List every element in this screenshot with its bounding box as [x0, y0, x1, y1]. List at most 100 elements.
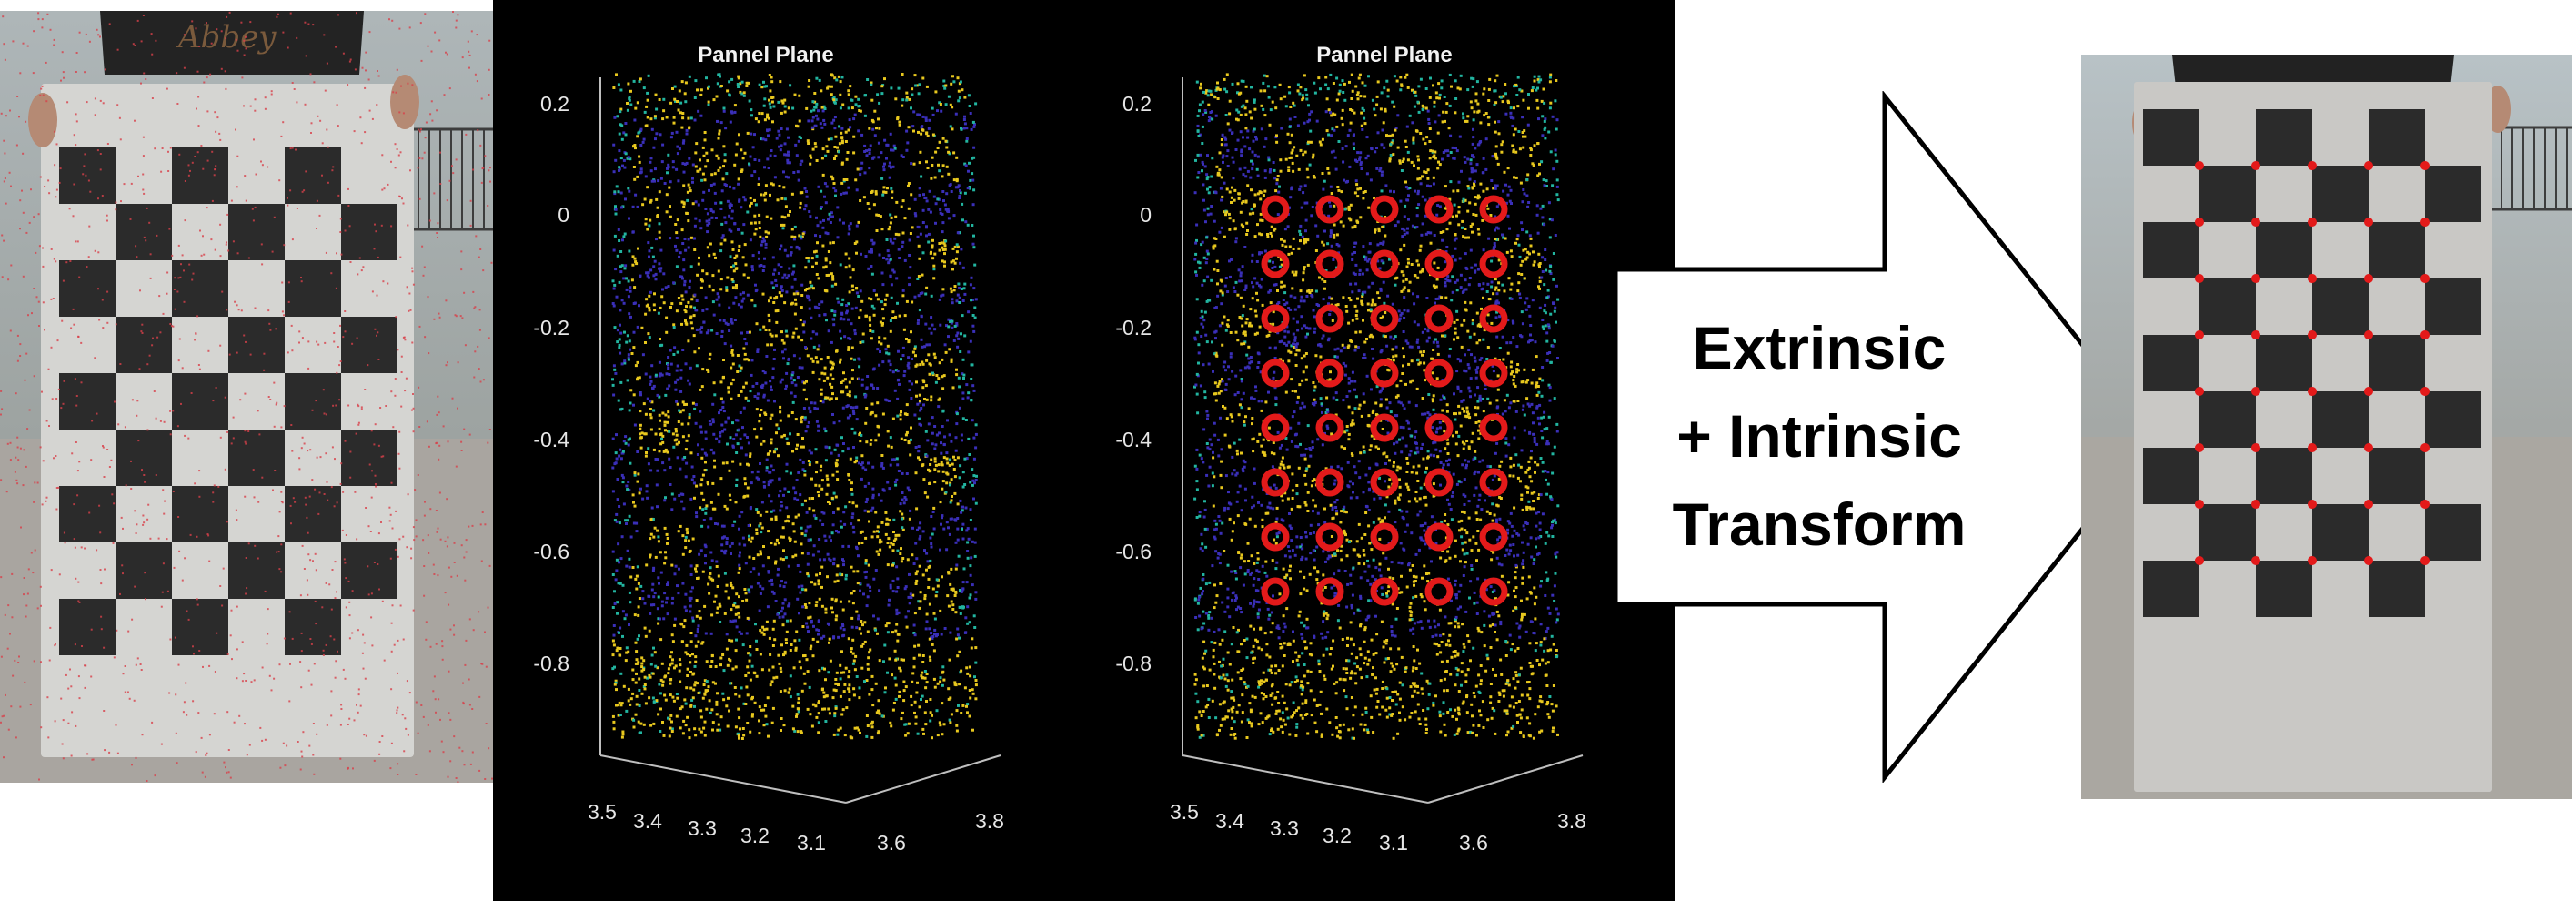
- plot-1-xtick: 3.8: [975, 809, 1004, 833]
- corner-marker: [1424, 304, 1454, 333]
- plot-2-ytick: 0: [1140, 203, 1152, 227]
- corner-marker: [1370, 359, 1399, 388]
- plot-2-xtick: 3.2: [1323, 824, 1352, 847]
- corner-marker: [1315, 413, 1344, 442]
- projected-corner: [2251, 387, 2260, 396]
- corner-marker: [1370, 304, 1399, 333]
- projected-corner: [2364, 218, 2373, 227]
- corner-marker: [1479, 304, 1508, 333]
- corner-marker: [1370, 522, 1399, 552]
- projected-corner: [2420, 500, 2430, 509]
- projected-corner: [2420, 218, 2430, 227]
- projected-corner: [2308, 218, 2317, 227]
- plot-1-xtick: 3.6: [877, 831, 906, 855]
- plot-1-xtick: 3.2: [740, 824, 770, 847]
- projected-corner: [2420, 556, 2430, 565]
- corner-marker: [1261, 468, 1290, 497]
- corner-marker: [1315, 522, 1344, 552]
- plot-2-title: Pannel Plane: [1316, 43, 1452, 67]
- corner-marker: [1370, 577, 1399, 606]
- plot-1-title: Pannel Plane: [698, 43, 833, 67]
- projected-corner: [2308, 161, 2317, 170]
- projected-corner: [2195, 161, 2204, 170]
- corner-marker: [1315, 249, 1344, 278]
- corner-marker: [1424, 577, 1454, 606]
- plot-2-ytick: -0.2: [1115, 316, 1152, 339]
- corner-marker: [1479, 249, 1508, 278]
- projected-corner: [2195, 556, 2204, 565]
- projected-corner: [2364, 443, 2373, 452]
- plot-2-xtick: 3.1: [1379, 831, 1408, 855]
- point-cloud-plot-2: Pannel Plane 0.2 0 -0.2 -0.4 -0.6 -0.8 3…: [1075, 0, 1675, 901]
- corner-marker: [1479, 577, 1508, 606]
- corner-marker: [1315, 195, 1344, 224]
- projected-corner: [2251, 218, 2260, 227]
- plot-1-xtick: 3.1: [797, 831, 826, 855]
- corner-marker: [1370, 195, 1399, 224]
- projected-corner: [2308, 387, 2317, 396]
- corner-marker: [1479, 195, 1508, 224]
- plot-1-ytick: 0.2: [540, 92, 569, 116]
- projected-corner: [2251, 274, 2260, 283]
- projected-corner: [2195, 330, 2204, 339]
- corner-marker: [1370, 468, 1399, 497]
- arrow-line-3: Transform: [1673, 491, 1967, 558]
- projected-corner: [2364, 274, 2373, 283]
- corner-marker: [1261, 249, 1290, 278]
- projected-corner: [2308, 556, 2317, 565]
- plot-1-xtick: 3.4: [633, 809, 662, 833]
- corner-marker: [1424, 195, 1454, 224]
- corner-marker: [1261, 359, 1290, 388]
- point-cloud-plot-1: Pannel Plane 0.2 0 -0.2 -0.4 -0.6 -0.8 3…: [493, 0, 1075, 901]
- arrow-line-1: Extrinsic: [1693, 314, 1947, 381]
- projected-corner: [2251, 443, 2260, 452]
- corner-marker: [1261, 195, 1290, 224]
- plot-1-ytick: -0.6: [533, 540, 569, 563]
- plot-1-ytick: -0.4: [533, 428, 569, 451]
- plot-1-ytick: 0: [558, 203, 569, 227]
- plot-1-ytick: -0.8: [533, 652, 569, 675]
- corner-marker: [1424, 522, 1454, 552]
- plot-2-xtick: 3.4: [1215, 809, 1244, 833]
- camera-photo-left: Abbey: [0, 11, 493, 783]
- projected-corner: [2308, 274, 2317, 283]
- plot-2-xtick: 3.5: [1170, 800, 1199, 824]
- projected-corner: [2195, 218, 2204, 227]
- corner-marker: [1261, 304, 1290, 333]
- projected-corner: [2364, 556, 2373, 565]
- plot-2-ytick: -0.4: [1115, 428, 1152, 451]
- corner-marker: [1370, 249, 1399, 278]
- plot-2-ytick: -0.6: [1115, 540, 1152, 563]
- corner-marker: [1261, 413, 1290, 442]
- projected-corner: [2195, 500, 2204, 509]
- sign-text: Abbey: [176, 19, 277, 56]
- projected-corner: [2420, 387, 2430, 396]
- plot-2-ytick: 0.2: [1122, 92, 1152, 116]
- transform-arrow: Extrinsic + Intrinsic Transform: [1610, 91, 2165, 783]
- projected-corner: [2364, 500, 2373, 509]
- projected-corner: [2308, 500, 2317, 509]
- plot-1-ytick: -0.2: [533, 316, 569, 339]
- projected-corner: [2251, 330, 2260, 339]
- corner-marker: [1424, 249, 1454, 278]
- projected-corner: [2308, 443, 2317, 452]
- corner-marker: [1315, 304, 1344, 333]
- projected-corner: [2420, 443, 2430, 452]
- corner-marker: [1261, 577, 1290, 606]
- corner-marker: [1479, 359, 1508, 388]
- plot-1-xtick: 3.3: [688, 816, 717, 840]
- corner-marker: [1315, 468, 1344, 497]
- projected-corner: [2420, 274, 2430, 283]
- projected-corner: [2364, 330, 2373, 339]
- arrow-line-2: + Intrinsic: [1676, 402, 1962, 470]
- projected-corner: [2420, 161, 2430, 170]
- corner-marker: [1479, 413, 1508, 442]
- corner-marker: [1479, 468, 1508, 497]
- corner-marker: [1261, 522, 1290, 552]
- plot-1-xtick: 3.5: [588, 800, 617, 824]
- projected-corner: [2364, 161, 2373, 170]
- projected-corner: [2195, 387, 2204, 396]
- plot-2-xtick: 3.8: [1557, 809, 1586, 833]
- camera-photo-right: [2081, 55, 2572, 799]
- corner-marker: [1315, 359, 1344, 388]
